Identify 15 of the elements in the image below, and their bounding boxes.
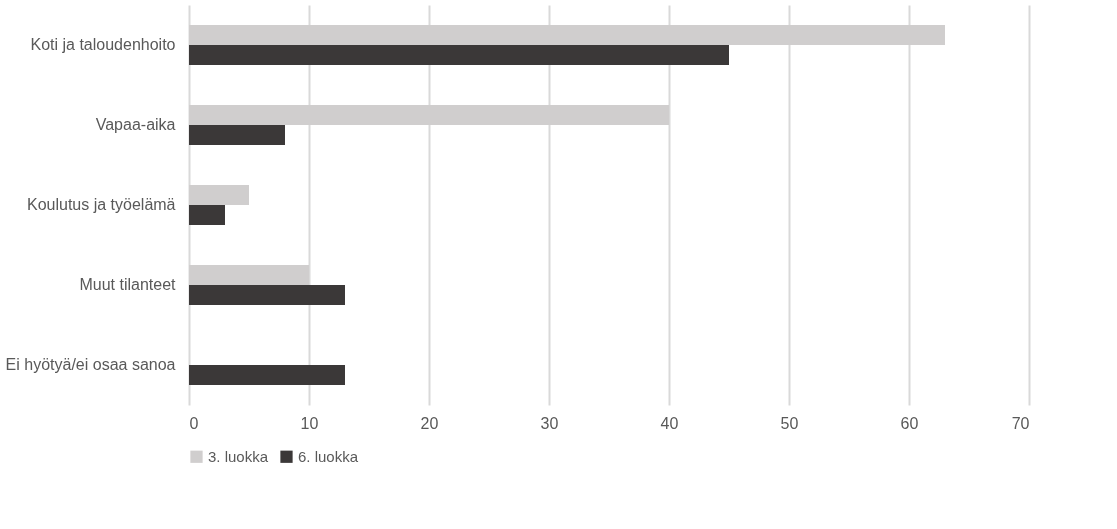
y-tick-label: Koti ja taloudenhoito: [30, 36, 176, 53]
legend-label: 6. luokka: [298, 447, 359, 465]
x-tick-label: 30: [540, 414, 559, 432]
x-tick-label: 70: [1011, 414, 1030, 432]
x-tick-label: 60: [900, 414, 919, 432]
y-tick-label: Muut tilanteet: [79, 276, 177, 293]
x-tick-label: 10: [300, 414, 319, 432]
x-tick-label: 50: [780, 414, 799, 432]
legend-label: 3. luokka: [208, 447, 269, 465]
x-tick-label: 0: [189, 414, 199, 432]
y-tick-label: Ei hyötyä/ei osaa sanoa: [5, 356, 176, 373]
y-tick-label: Vapaa-aika: [95, 116, 176, 133]
x-tick-label: 40: [660, 414, 679, 432]
x-tick-label: 20: [420, 414, 439, 432]
y-tick-label: Koulutus ja työelämä: [26, 196, 176, 213]
